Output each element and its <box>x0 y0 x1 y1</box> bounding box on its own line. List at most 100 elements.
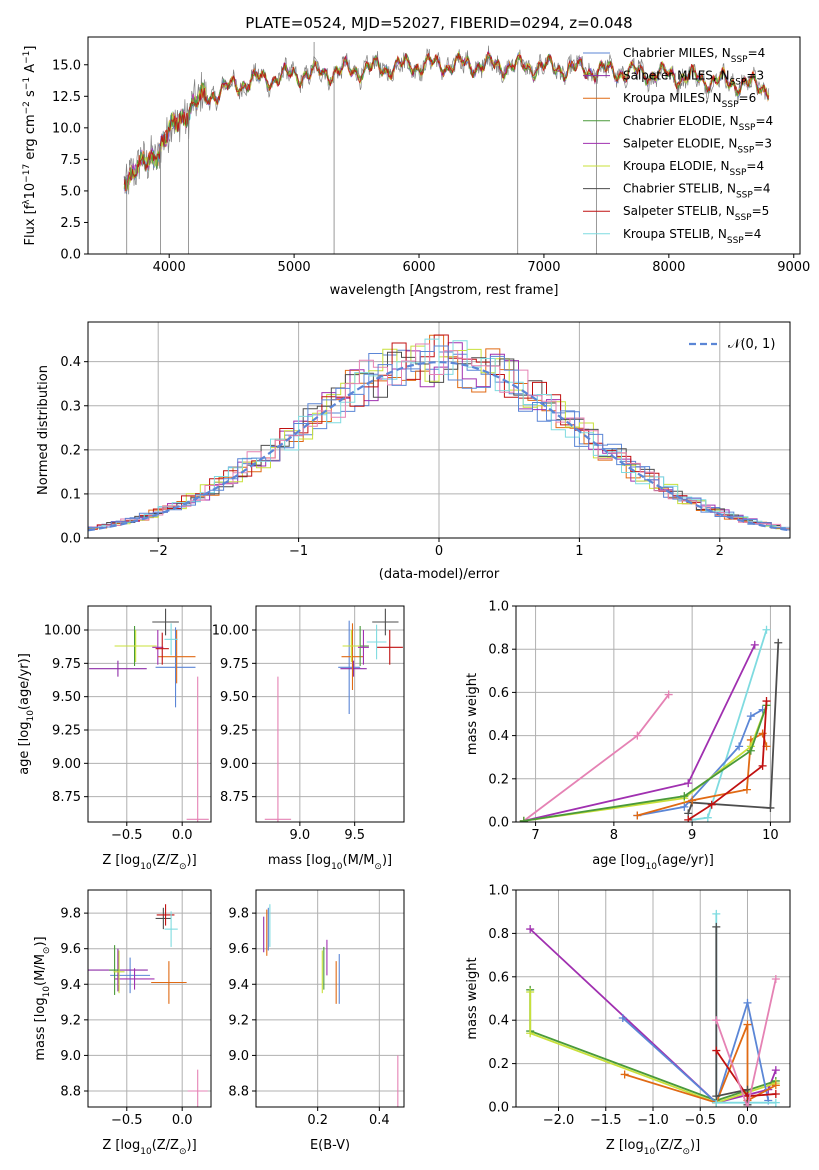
x-tick-label: −1.0 <box>637 1113 669 1128</box>
label-part: SSP <box>722 100 739 110</box>
axes-5: −0.5 0.0 8.8 9.0 9.2 9.4 9.6 9.8 <box>60 890 211 1128</box>
axes-frame-4 <box>515 605 791 823</box>
axes-0: 4000 5000 6000 7000 8000 9000 0.0 2.5 5.0 7.5 10.0… <box>52 58 810 275</box>
weight-point-marker <box>688 796 697 805</box>
weight-series-line <box>687 700 768 821</box>
legend-entry: Chabrier STELIB, NSSP=4 <box>623 182 771 201</box>
error-bars <box>88 904 208 1107</box>
label-part: )] <box>690 1138 700 1153</box>
label-part: =4 <box>744 227 762 241</box>
y-tick-label: 8.8 <box>228 1084 249 1099</box>
label-part: (Z/Z <box>152 1138 179 1153</box>
label-part: Kroupa STELIB, N <box>623 227 727 241</box>
label-part: Flux [f <box>23 204 38 245</box>
x-tick-label: 5000 <box>278 260 311 275</box>
x-tick-label: 7000 <box>527 260 560 275</box>
y-tick-label: 0.4 <box>488 1014 509 1029</box>
label-part: (age/yr)] <box>657 853 714 868</box>
label-part: (Z/Z <box>655 1138 682 1153</box>
spectrum-series-line <box>123 51 770 192</box>
label-part: −17 <box>22 164 32 183</box>
weight-point-marker <box>742 785 751 794</box>
y-tick-label: 0.0 <box>60 248 81 263</box>
x-axis-label: Z [log10(Z/Z⊙)] <box>606 1138 700 1157</box>
y-tick-label: 9.50 <box>52 690 81 705</box>
weight-point-marker <box>746 712 755 721</box>
weight-series-line <box>687 642 780 814</box>
error-bars <box>263 904 399 1107</box>
legend-entry: Kroupa MILES, NSSP=6 <box>623 91 756 110</box>
label-part: 10 <box>26 710 36 722</box>
label-part: Salpeter ELODIE, N <box>623 136 737 150</box>
x-tick-label: 0 <box>435 544 443 559</box>
label-part: Z [log <box>102 853 140 868</box>
label-part: =5 <box>752 204 770 218</box>
x-tick-label: −0.5 <box>111 828 143 843</box>
weight-point-marker <box>712 1046 721 1055</box>
label-part: erg cm <box>23 114 38 163</box>
axes-frame-0 <box>87 36 801 255</box>
label-part: age [log <box>592 853 645 868</box>
weight-point-marker <box>526 1029 535 1038</box>
legend-entry: Salpeter ELODIE, NSSP=3 <box>623 136 772 155</box>
weight-point-marker <box>735 742 744 751</box>
weight-point-marker <box>758 761 767 770</box>
y-tick-label: 9.4 <box>228 978 249 993</box>
label-part: 10 <box>331 862 343 872</box>
label-part: −2 <box>22 101 32 114</box>
x-tick-label: −2 <box>149 544 168 559</box>
x-tick-label: −2.0 <box>543 1113 575 1128</box>
y-axis-label: Flux [fλ10−17 erg cm−2 s−1 A−1] <box>22 46 38 246</box>
y-tick-label: 9.2 <box>228 1013 249 1028</box>
weight-point-marker <box>684 779 693 788</box>
weight-point-marker <box>771 974 780 983</box>
x-tick-label: 9000 <box>777 260 810 275</box>
label-part: Kroupa ELODIE, N <box>623 159 730 173</box>
weight-point-marker <box>618 1014 627 1023</box>
label-part: (M/M <box>343 853 375 868</box>
label-part: ] <box>23 46 38 51</box>
y-tick-label: 9.75 <box>52 657 81 672</box>
y-tick-label: 9.0 <box>228 1049 249 1064</box>
y-tick-label: 1.0 <box>488 884 509 899</box>
weight-series-line <box>715 978 777 1107</box>
legend-entry: Kroupa ELODIE, NSSP=4 <box>623 159 764 178</box>
y-tick-label: 9.6 <box>228 942 249 957</box>
y-tick-label: 0.6 <box>488 686 509 701</box>
y-tick-label: 12.5 <box>52 90 81 105</box>
weight-point-marker <box>519 816 528 822</box>
label-part: )] <box>382 853 392 868</box>
weight-point-marker <box>743 1020 752 1029</box>
y-tick-label: 8.8 <box>60 1084 81 1099</box>
x-tick-label: 0.4 <box>369 1113 390 1128</box>
y-tick-label: 0.2 <box>488 1057 509 1072</box>
label-part: Chabrier STELIB, N <box>623 182 736 196</box>
weight-point-marker <box>664 690 673 699</box>
y-tick-label: 8.75 <box>52 790 81 805</box>
axes-frame-1 <box>87 321 791 539</box>
label-part: SSP <box>730 78 747 88</box>
label-part: SSP <box>737 145 754 155</box>
weight-point-marker <box>762 625 771 634</box>
weight-point-marker <box>703 813 712 822</box>
label-part: s <box>23 90 38 101</box>
label-part: (M/M <box>33 954 48 986</box>
y-tick-label: 9.75 <box>220 657 249 672</box>
y-tick-label: 0.8 <box>488 643 509 658</box>
legend-entry: Chabrier MILES, NSSP=4 <box>623 46 765 65</box>
weight-point-marker <box>712 1016 721 1025</box>
label-part: −1 <box>22 51 32 64</box>
x-axis-label: (data-model)/error <box>379 567 500 582</box>
y-tick-label: 5.0 <box>60 184 81 199</box>
label-part: 10 <box>23 183 38 200</box>
y-tick-label: 15.0 <box>52 58 81 73</box>
weight-point-marker <box>766 803 775 812</box>
x-tick-label: 9 <box>688 828 696 843</box>
y-tick-label: 9.2 <box>60 1013 81 1028</box>
weight-point-marker <box>620 1070 629 1079</box>
y-axis-label: mass [log10(M/M⊙)] <box>33 936 52 1060</box>
label-part: 10 <box>42 986 52 998</box>
x-tick-label: 7 <box>531 828 539 843</box>
axes-frame-7 <box>515 889 791 1108</box>
weight-point-marker <box>746 746 755 755</box>
